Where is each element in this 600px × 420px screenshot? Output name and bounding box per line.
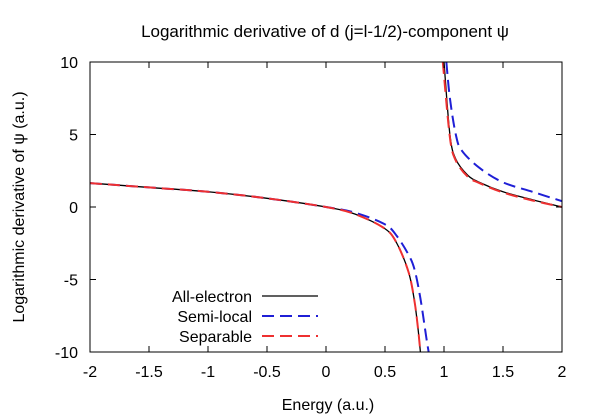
y-tick-label: -10 <box>55 345 78 362</box>
plot-area: -2 -1.5 -1 -0.5 0 0.5 1 1.5 2 -10 -5 0 5 10 <box>55 55 567 381</box>
series-layer <box>90 62 562 352</box>
x-tick-label: 1.5 <box>492 364 514 381</box>
x-tick-label: -2 <box>83 364 97 381</box>
series-line-2 <box>90 62 562 352</box>
x-axis-label: Energy (a.u.) <box>282 397 374 414</box>
legend-label: Separable <box>179 329 252 346</box>
x-tick-label: -1 <box>201 364 215 381</box>
legend-label: Semi-local <box>177 309 252 326</box>
x-tick-label: -1.5 <box>135 364 163 381</box>
y-tick-label: 10 <box>60 55 78 72</box>
y-tick-label: 5 <box>69 128 78 145</box>
y-tick-label: 0 <box>69 200 78 217</box>
y-tick-label: -5 <box>64 273 78 290</box>
tick-layer: -2 -1.5 -1 -0.5 0 0.5 1 1.5 2 -10 -5 0 5 10 <box>55 55 567 381</box>
x-tick-label: 2 <box>558 364 567 381</box>
legend: All-electron Semi-local Separable <box>172 289 318 346</box>
legend-label: All-electron <box>172 289 252 306</box>
y-axis-label: Logarithmic derivative of ψ (a.u.) <box>11 91 28 322</box>
x-tick-label: 0.5 <box>374 364 396 381</box>
x-tick-label: 1 <box>440 364 449 381</box>
chart-title: Logarithmic derivative of d (j=l-1/2)-co… <box>141 22 509 41</box>
x-tick-label: 0 <box>322 364 331 381</box>
x-tick-label: -0.5 <box>253 364 281 381</box>
